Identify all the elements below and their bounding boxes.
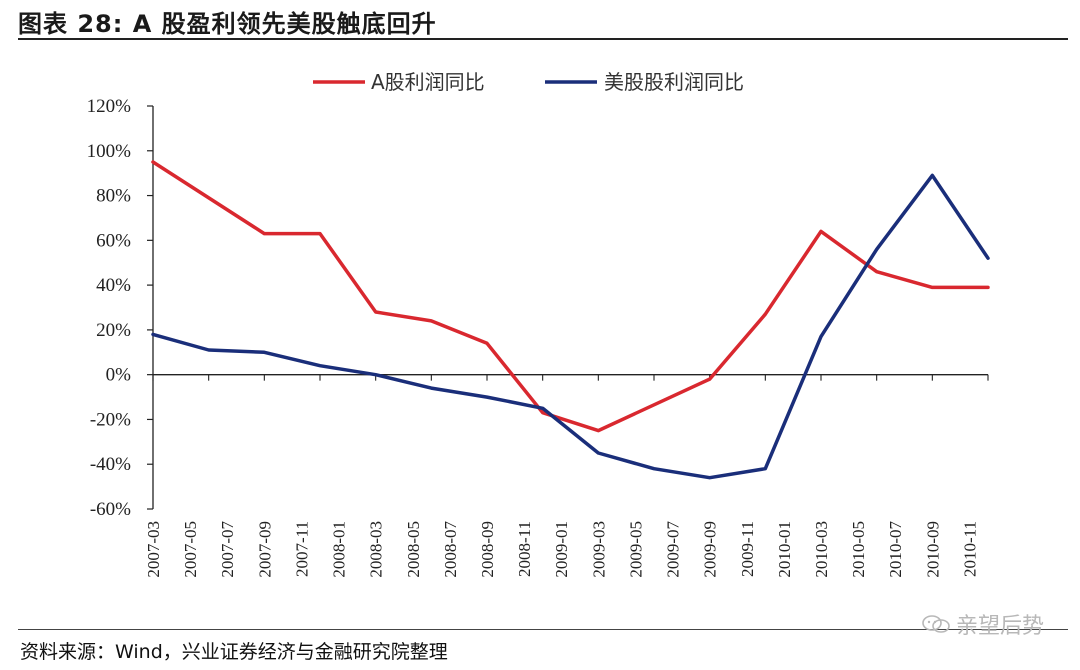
x-tick-label: 2010-03 <box>812 521 831 578</box>
series-line <box>151 173 990 480</box>
series-line <box>151 160 990 433</box>
x-tick-label: 2010-11 <box>960 521 979 577</box>
source-rule <box>18 629 1068 630</box>
y-tick-label: 80% <box>96 186 131 207</box>
x-tick-label: 2010-01 <box>775 521 794 578</box>
x-tick-label: 2007-07 <box>218 521 237 578</box>
x-tick-label: 2007-09 <box>255 521 274 578</box>
x-tick-label: 2010-09 <box>923 521 942 578</box>
x-tick-label: 2008-05 <box>404 521 423 578</box>
chart-axes: -60% -40% -20% 0% 20% 40% 60% 80% 100% 120% 2007-0… <box>87 96 989 578</box>
watermark: 亲望后势 <box>922 608 1044 640</box>
chart-title: 图表 28: A 股盈利领先美股触底回升 <box>18 10 437 38</box>
y-tick-label: 0% <box>106 365 132 386</box>
x-tick-label: 2010-05 <box>849 521 868 578</box>
x-tick-label: 2008-01 <box>330 521 349 578</box>
x-tick-label: 2007-05 <box>181 521 200 578</box>
x-tick-label: 2007-11 <box>292 521 311 577</box>
watermark-text: 亲望后势 <box>955 614 1044 639</box>
y-tick-label: -20% <box>90 409 131 430</box>
title-rule <box>18 38 1068 40</box>
y-tick-label: 20% <box>96 320 131 341</box>
x-tick-label: 2009-05 <box>626 521 645 578</box>
x-tick-label: 2008-07 <box>441 521 460 578</box>
x-tick-label: 2009-03 <box>589 521 608 578</box>
y-tick-label: 100% <box>87 141 132 162</box>
legend-label: A股利润同比 <box>371 70 485 94</box>
x-tick-label: 2010-07 <box>886 521 905 578</box>
x-tick-label: 2009-09 <box>701 521 720 578</box>
legend-label: 美股股利润同比 <box>604 70 744 94</box>
source-note: 资料来源：Wind，兴业证券经济与金融研究院整理 <box>20 641 448 663</box>
x-tick-label: 2009-01 <box>552 521 571 578</box>
x-tick-label: 2009-07 <box>664 521 683 578</box>
y-tick-label: -40% <box>90 454 131 475</box>
x-tick-label: 2007-03 <box>144 521 163 578</box>
y-tick-label: -60% <box>90 499 131 520</box>
x-tick-label: 2008-11 <box>515 521 534 577</box>
line-chart: -60% -40% -20% 0% 20% 40% 60% 80% 100% 120% 2007-0… <box>87 70 990 578</box>
chart-series <box>151 160 990 480</box>
x-tick-label: 2009-11 <box>738 521 757 577</box>
x-tick-label: 2008-09 <box>478 521 497 578</box>
wechat-icon <box>922 615 950 633</box>
x-tick-label: 2008-03 <box>367 521 386 578</box>
chart-legend: A股利润同比 美股股利润同比 <box>313 70 744 94</box>
y-tick-label: 40% <box>96 275 131 296</box>
y-tick-label: 120% <box>87 96 132 117</box>
y-tick-label: 60% <box>96 230 131 251</box>
